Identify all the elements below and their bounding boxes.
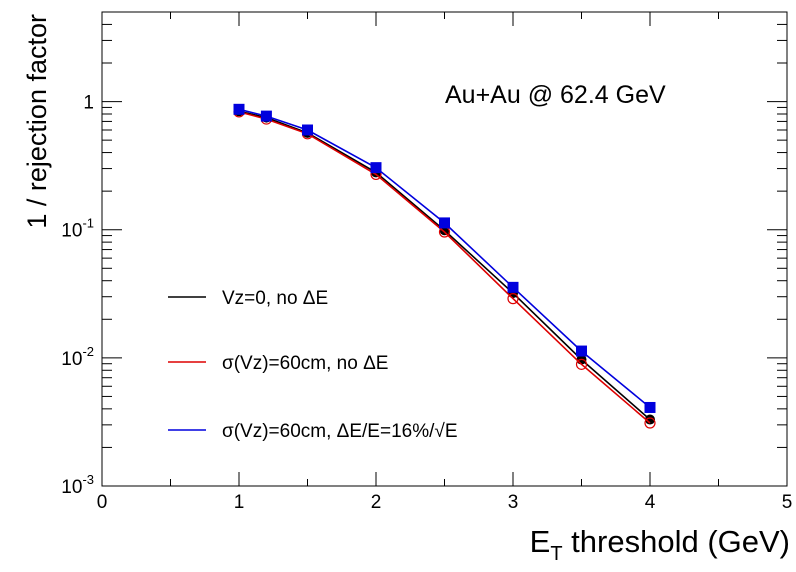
x-tick-label: 5 <box>782 492 793 513</box>
y-tick-label: 10-3 <box>61 472 94 498</box>
x-axis-label-main: E <box>530 524 551 559</box>
data-point <box>233 103 245 115</box>
y-tick-label: 10-1 <box>61 216 94 242</box>
series-line <box>238 110 651 421</box>
series-1 <box>233 106 656 429</box>
data-point <box>645 414 655 425</box>
series-2 <box>233 103 656 413</box>
x-tick-label: 4 <box>645 492 656 513</box>
x-axis-label: ET threshold (GeV) <box>530 524 790 565</box>
y-tick-base: 1 <box>83 93 94 114</box>
legend-label: σ(Vz)=60cm, ΔE/E=16%/√E <box>222 421 458 442</box>
data-point <box>644 401 656 413</box>
x-tick-label: 2 <box>371 492 382 513</box>
y-tick-label: 10-2 <box>61 344 94 370</box>
data-point <box>260 110 272 122</box>
x-tick-label: 1 <box>234 492 245 513</box>
y-axis-label: 1 / rejection factor <box>22 14 52 229</box>
legend-item: Vz=0, no ΔE <box>168 288 328 309</box>
series-group <box>233 103 656 429</box>
legend: Vz=0, no ΔE σ(Vz)=60cm, no ΔE σ(Vz)=60cm, … <box>168 288 458 442</box>
data-point <box>575 358 588 370</box>
data-point <box>370 162 382 174</box>
data-point <box>576 345 587 357</box>
x-axis-label-rest: threshold (GeV) <box>563 524 790 559</box>
data-point <box>507 281 519 293</box>
y-tick-exponent: -3 <box>82 472 94 487</box>
series-line <box>238 108 651 409</box>
series-line <box>238 111 651 424</box>
data-point <box>644 417 656 429</box>
x-axis-label-sub: T <box>550 543 562 565</box>
legend-label: σ(Vz)=60cm, no ΔE <box>222 353 388 374</box>
x-tick-label: 3 <box>508 492 519 513</box>
x-tick-label: 0 <box>97 492 108 513</box>
y-tick-base: 10 <box>61 349 82 370</box>
legend-label: Vz=0, no ΔE <box>222 288 328 309</box>
data-point <box>302 124 313 136</box>
data-point <box>439 217 450 229</box>
axis-ticks <box>101 11 788 487</box>
y-tick-base: 10 <box>61 477 82 498</box>
legend-item: σ(Vz)=60cm, ΔE/E=16%/√E <box>168 421 458 442</box>
series-0 <box>234 106 655 425</box>
tick-labels: 0 1 2 3 4 510-310-210-11 <box>61 93 792 513</box>
y-tick-base: 10 <box>61 221 82 242</box>
y-tick-exponent: -1 <box>82 216 94 231</box>
chart-annotation: Au+Au @ 62.4 GeV <box>445 81 666 109</box>
y-tick-label: 1 <box>83 93 94 114</box>
y-tick-exponent: -2 <box>82 344 94 359</box>
data-point <box>507 293 519 305</box>
legend-item: σ(Vz)=60cm, no ΔE <box>168 353 388 374</box>
